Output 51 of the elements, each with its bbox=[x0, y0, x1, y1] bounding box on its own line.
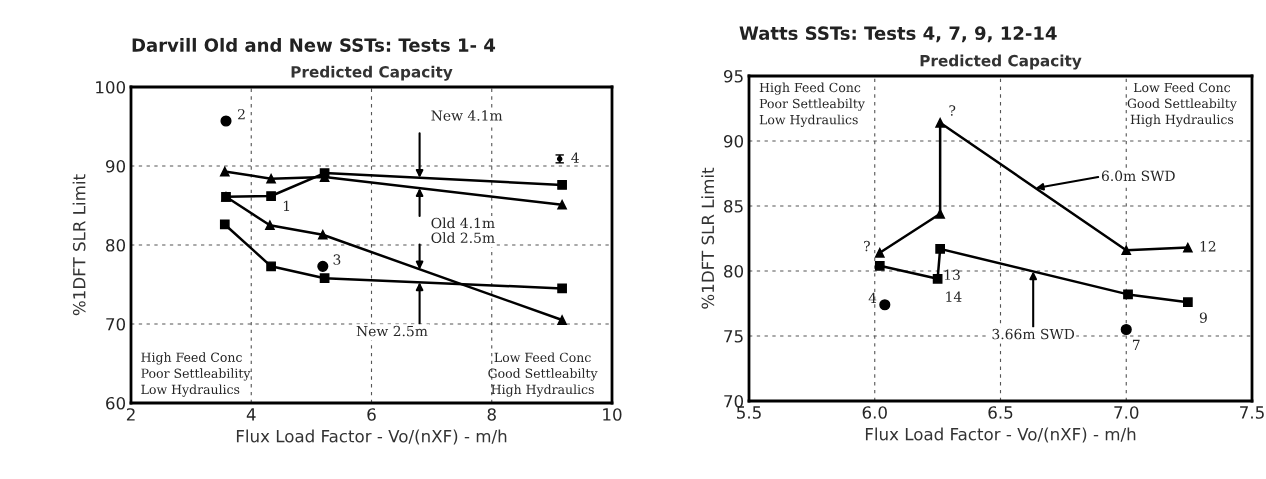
y-tick-label: 75 bbox=[724, 330, 743, 343]
annotation: 6.0m SWD bbox=[1101, 170, 1175, 182]
annotation: 14 bbox=[946, 291, 962, 302]
y-tick-label: 70 bbox=[724, 394, 744, 408]
x-tick-label: 7.0 bbox=[1114, 406, 1139, 419]
annotation: 9 bbox=[1199, 312, 1207, 323]
y-tick-label: 95 bbox=[723, 69, 743, 83]
x-tick-label: 6 bbox=[367, 408, 376, 421]
annotation: Old 4.1m bbox=[431, 217, 495, 229]
y-tick-label: 80 bbox=[724, 264, 744, 278]
annotation: 4 bbox=[868, 292, 877, 304]
annotation: 4 bbox=[571, 152, 579, 163]
annotation: ? bbox=[949, 105, 956, 116]
chart-subtitle: Predicted Capacity bbox=[291, 65, 453, 81]
annotation: 2 bbox=[238, 108, 245, 120]
chart-title: Watts SSTs: Tests 4, 7, 9, 12-14 bbox=[739, 26, 1057, 43]
annotation: Low Feed Conc Good Settleabilty High Hydraulics bbox=[488, 352, 598, 397]
annotation: High Feed Conc Poor Settleability Low Hydraulics bbox=[141, 352, 251, 397]
annotation: 13 bbox=[944, 269, 960, 281]
x-tick-label: 5.5 bbox=[737, 406, 761, 419]
y-axis-title: %1DFT SLR Limit bbox=[72, 174, 86, 316]
x-tick-label: 4 bbox=[246, 408, 256, 421]
annotation: High Feed Conc Poor Settleabilty Low Hydraulics bbox=[759, 82, 865, 127]
x-axis-title: Flux Load Factor - Vo/(nXF) - m/h bbox=[865, 427, 1136, 443]
annotation: New 2.5m bbox=[356, 325, 428, 337]
x-tick-label: 7.5 bbox=[1240, 406, 1264, 419]
annotation: ? bbox=[864, 240, 870, 252]
y-tick-label: 60 bbox=[106, 396, 126, 410]
x-tick-label: 10 bbox=[603, 408, 622, 421]
y-axis-title: %1DFT SLR Limit bbox=[701, 167, 715, 309]
y-tick-label: 80 bbox=[106, 238, 126, 252]
annotation: 1 bbox=[283, 200, 290, 211]
annotation: Low Feed Conc Good Settleabilty High Hydraulics bbox=[1127, 82, 1237, 127]
y-tick-label: 90 bbox=[723, 134, 744, 148]
annotation: 3.66m SWD bbox=[992, 328, 1075, 340]
y-tick-label: 70 bbox=[106, 317, 126, 331]
x-axis-title: Flux Load Factor - Vo/(nXF) - m/h bbox=[236, 429, 507, 445]
annotation: New 4.1m bbox=[431, 110, 503, 121]
chart-subtitle: Predicted Capacity bbox=[920, 54, 1082, 70]
x-tick-label: 8 bbox=[487, 408, 496, 421]
x-tick-label: 6.0 bbox=[862, 406, 887, 419]
x-tick-label: 6.5 bbox=[988, 406, 1013, 419]
annotation: 7 bbox=[1132, 339, 1140, 350]
y-tick-label: 90 bbox=[105, 159, 126, 173]
y-tick-label: 85 bbox=[724, 199, 743, 213]
annotation: 12 bbox=[1200, 241, 1216, 252]
x-tick-label: 2 bbox=[126, 408, 135, 421]
annotation: Old 2.5m bbox=[431, 232, 495, 243]
chart-title: Darvill Old and New SSTs: Tests 1- 4 bbox=[132, 37, 496, 52]
annotation: 3 bbox=[333, 254, 341, 265]
y-tick-label: 100 bbox=[96, 80, 126, 94]
